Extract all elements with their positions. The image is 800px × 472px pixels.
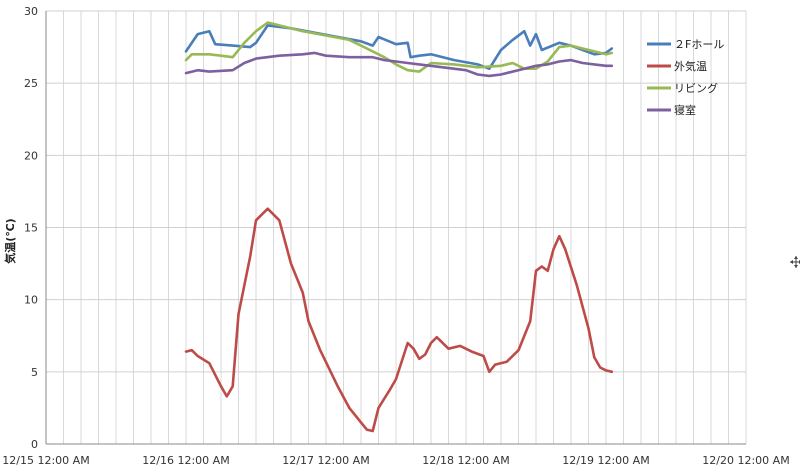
- legend-label: ２Fホール: [674, 38, 724, 51]
- series-line-1: [184, 24, 614, 70]
- series-line-4: [184, 51, 614, 78]
- y-tick-label: 10: [24, 294, 38, 307]
- tick-labels: 0 5 10 15 20 25 30 12/15 12:00 AM 12/16 12:00 AM…: [2, 5, 789, 467]
- move-cursor-icon: [790, 256, 800, 268]
- y-tick-label: 15: [24, 222, 38, 235]
- series-lines: [184, 21, 614, 433]
- series-line-3: [184, 21, 614, 73]
- y-axis-label: 気温(℃): [3, 218, 17, 263]
- y-tick-label: 25: [24, 77, 38, 90]
- x-tick-label: 12/18 12:00 AM: [422, 454, 509, 467]
- legend-label: 寝室: [674, 103, 696, 117]
- x-tick-label: 12/19 12:00 AM: [562, 454, 649, 467]
- y-tick-label: 30: [24, 5, 38, 18]
- y-tick-label: 0: [31, 438, 38, 451]
- legend-label: 外気温: [674, 59, 707, 73]
- x-tick-label: 12/20 12:00 AM: [702, 454, 789, 467]
- x-tick-label: 12/16 12:00 AM: [142, 454, 229, 467]
- y-tick-label: 5: [31, 366, 38, 379]
- series-line-2: [184, 207, 614, 433]
- x-tick-label: 12/15 12:00 AM: [2, 454, 89, 467]
- axes: [45, 11, 746, 445]
- legend-label: リビング: [674, 81, 718, 95]
- x-tick-label: 12/17 12:00 AM: [282, 454, 369, 467]
- y-tick-label: 20: [24, 149, 38, 162]
